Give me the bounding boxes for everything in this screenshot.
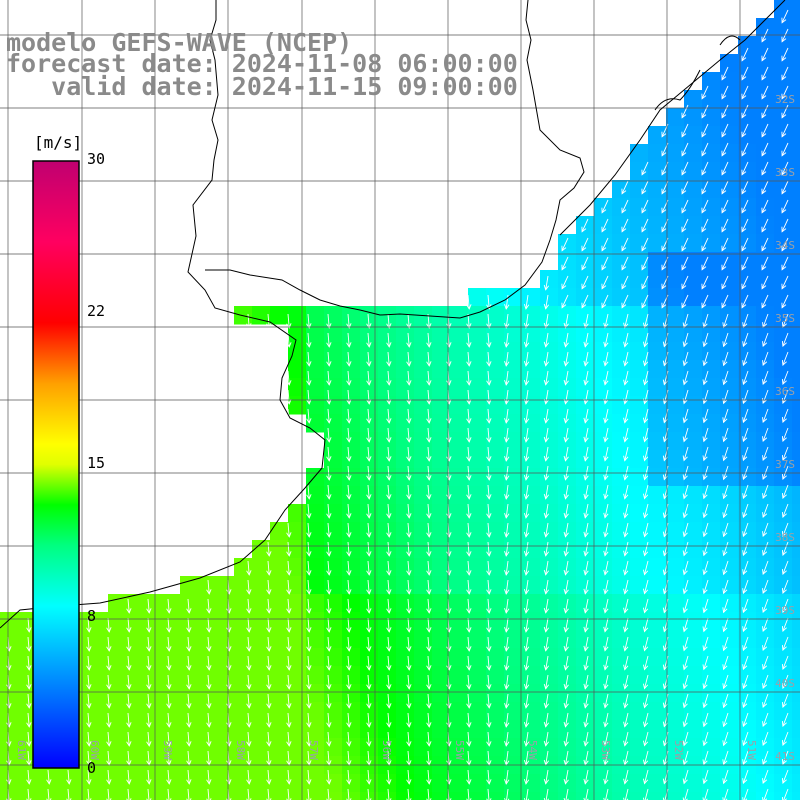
lon-label-2: 59W <box>161 740 174 760</box>
lat-label-3: 35S <box>775 312 795 325</box>
colorbar-label-30: 30 <box>87 150 106 168</box>
lon-label-5: 56W <box>380 740 393 760</box>
lon-label-0: 61W <box>15 740 28 760</box>
colorbar-label-22: 22 <box>87 302 106 320</box>
coastline <box>0 0 786 629</box>
lat-label-7: 39S <box>775 604 795 617</box>
lon-label-8: 53W <box>599 740 612 760</box>
lon-label-10: 51W <box>745 740 758 760</box>
lat-label-2: 34S <box>775 239 795 252</box>
lon-label-6: 55W <box>453 740 466 760</box>
colorbar-label-15: 15 <box>87 454 106 472</box>
lat-label-8: 40S <box>775 677 795 690</box>
colorbar-label-8: 8 <box>87 607 97 625</box>
lon-label-9: 52W <box>672 740 685 760</box>
latitude-labels: 32S 33S 34S 35S 36S 37S 38S 39S 40S 41S <box>775 93 795 763</box>
colorbar-label-0: 0 <box>87 759 97 777</box>
lat-label-5: 37S <box>775 458 795 471</box>
wind-arrows <box>6 9 789 800</box>
valid-date: valid date: 2024-11-15 09:00:00 <box>6 72 518 101</box>
model-title: modelo GEFS-WAVE (NCEP) <box>6 28 353 57</box>
lon-label-7: 54W <box>526 740 539 760</box>
lat-label-1: 33S <box>775 166 795 179</box>
lat-label-9: 41S <box>775 750 795 763</box>
lon-label-3: 58W <box>234 740 247 760</box>
forecast-date: forecast date: 2024-11-08 06:00:00 <box>6 49 518 78</box>
lon-label-4: 57W <box>307 740 320 760</box>
longitude-labels: 61W 60W 59W 58W 57W 56W 55W 54W 53W 52W 51W <box>15 740 758 760</box>
lat-label-0: 32S <box>775 93 795 106</box>
lat-label-4: 36S <box>775 385 795 398</box>
lat-label-6: 38S <box>775 531 795 544</box>
colorbar-unit: [m/s] <box>34 133 83 152</box>
lon-label-1: 60W <box>88 740 101 760</box>
colorbar <box>32 160 80 769</box>
